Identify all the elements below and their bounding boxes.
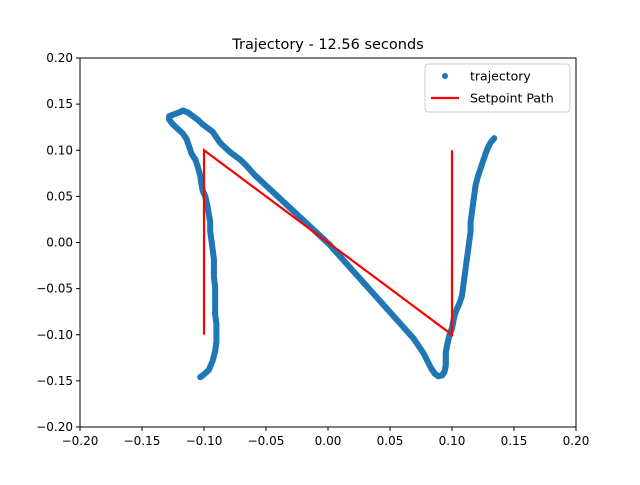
- trajectory-point: [491, 135, 498, 142]
- y-tick-label: −0.20: [36, 420, 73, 434]
- x-tick-label: −0.05: [248, 434, 285, 448]
- chart-title: Trajectory - 12.56 seconds: [231, 37, 423, 53]
- y-tick-label: 0.00: [46, 236, 73, 250]
- setpoint-path-line: [202, 148, 454, 337]
- legend-marker-trajectory: [442, 73, 448, 79]
- x-tick-label: −0.20: [62, 434, 99, 448]
- y-tick-label: 0.15: [46, 97, 73, 111]
- x-axis: −0.20 −0.15 −0.10 −0.05 0.00 0.05 0.10 0.15 0.20: [62, 427, 590, 448]
- legend-box: [424, 63, 571, 113]
- legend-label-trajectory: trajectory: [470, 69, 531, 84]
- legend: trajectory Setpoint Path: [424, 63, 571, 113]
- x-tick-label: −0.15: [124, 434, 161, 448]
- x-tick-label: −0.10: [186, 434, 223, 448]
- y-tick-label: 0.10: [46, 143, 73, 157]
- y-axis: −0.20 −0.15 −0.10 −0.05 0.00 0.05 0.10 0.15 0.20: [36, 51, 80, 434]
- series-layer: [166, 107, 498, 381]
- y-tick-label: 0.05: [46, 189, 73, 203]
- y-tick-label: −0.15: [36, 374, 73, 388]
- x-tick-label: 0.00: [315, 434, 342, 448]
- x-tick-label: 0.10: [439, 434, 466, 448]
- legend-label-setpoint: Setpoint Path: [470, 91, 554, 106]
- y-tick-label: 0.20: [46, 51, 73, 65]
- y-tick-label: −0.10: [36, 328, 73, 342]
- x-tick-label: 0.15: [501, 434, 528, 448]
- x-tick-label: 0.20: [563, 434, 590, 448]
- y-tick-label: −0.05: [36, 282, 73, 296]
- x-tick-label: 0.05: [377, 434, 404, 448]
